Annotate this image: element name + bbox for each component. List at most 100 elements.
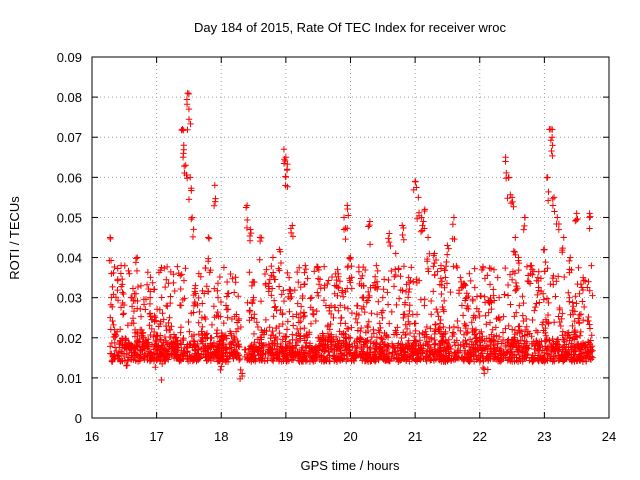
- data-point: [367, 284, 374, 291]
- data-point: [344, 264, 351, 271]
- data-point: [334, 266, 341, 273]
- data-point: [223, 293, 231, 300]
- data-point: [400, 224, 407, 232]
- data-point: [357, 335, 364, 342]
- data-point: [302, 265, 310, 273]
- data-point: [359, 294, 366, 301]
- data-point: [400, 236, 407, 243]
- data-point: [471, 284, 478, 291]
- data-point: [221, 333, 228, 341]
- data-point: [237, 366, 244, 374]
- data-point: [329, 352, 337, 359]
- data-point: [504, 281, 512, 289]
- data-point: [412, 338, 420, 345]
- data-point: [504, 194, 511, 202]
- data-point: [257, 298, 265, 305]
- data-point: [294, 352, 302, 359]
- data-point: [270, 297, 278, 304]
- data-point: [272, 303, 279, 310]
- data-point: [114, 265, 121, 272]
- data-point: [245, 345, 253, 353]
- data-point: [374, 285, 381, 293]
- data-point: [277, 248, 284, 255]
- data-point: [451, 235, 458, 243]
- data-point: [559, 310, 566, 317]
- data-point: [472, 335, 479, 342]
- data-point: [579, 339, 587, 347]
- data-point: [218, 363, 225, 370]
- data-point: [534, 346, 542, 354]
- data-point: [362, 337, 369, 345]
- data-point: [579, 350, 586, 357]
- data-point: [337, 320, 344, 327]
- data-point: [463, 294, 471, 301]
- data-point: [236, 355, 244, 363]
- data-point: [269, 327, 276, 335]
- data-point: [116, 341, 123, 348]
- data-point: [268, 262, 275, 270]
- data-point: [251, 358, 259, 365]
- data-point: [185, 116, 193, 123]
- data-point: [541, 267, 548, 275]
- data-point: [392, 250, 399, 257]
- data-point: [117, 270, 125, 277]
- data-point: [406, 301, 413, 309]
- data-point: [376, 320, 383, 327]
- data-point: [310, 358, 317, 365]
- data-point: [195, 270, 203, 277]
- data-point: [522, 345, 529, 352]
- data-point: [356, 280, 363, 288]
- data-point: [565, 329, 572, 336]
- data-point: [335, 270, 342, 278]
- data-point: [473, 305, 481, 312]
- data-point: [178, 126, 185, 134]
- data-point: [511, 248, 519, 256]
- data-point: [459, 354, 466, 361]
- data-point: [289, 233, 297, 240]
- data-point: [344, 305, 352, 312]
- data-point: [481, 293, 488, 301]
- data-point: [419, 350, 427, 357]
- y-tick-label: 0.07: [57, 130, 82, 145]
- data-point: [379, 294, 387, 301]
- data-point: [476, 312, 483, 320]
- data-point: [180, 150, 187, 157]
- data-point: [478, 350, 486, 357]
- data-point: [342, 331, 349, 338]
- data-point: [477, 292, 485, 300]
- data-point: [371, 354, 378, 362]
- data-point: [427, 297, 435, 305]
- data-point: [202, 264, 209, 272]
- data-point: [433, 350, 440, 357]
- data-point: [542, 332, 550, 339]
- data-point: [535, 277, 542, 285]
- data-point: [279, 311, 286, 318]
- data-point: [445, 245, 452, 252]
- data-point: [295, 329, 302, 337]
- data-point: [430, 252, 437, 259]
- data-point: [357, 353, 365, 360]
- x-tick-label: 23: [537, 429, 551, 444]
- data-point: [156, 336, 164, 343]
- data-point: [472, 326, 480, 333]
- data-point: [295, 264, 303, 271]
- data-point: [550, 194, 558, 201]
- data-point: [463, 329, 471, 337]
- data-point: [406, 307, 413, 315]
- data-point: [353, 302, 361, 309]
- data-point: [263, 327, 270, 335]
- data-point: [119, 299, 126, 307]
- data-point: [277, 306, 284, 314]
- data-point: [549, 152, 556, 160]
- data-point: [386, 230, 393, 237]
- data-point: [203, 283, 211, 290]
- data-point: [386, 320, 393, 327]
- data-point: [521, 332, 529, 339]
- data-point: [166, 333, 174, 341]
- data-point: [521, 214, 528, 221]
- data-point: [170, 279, 177, 287]
- data-point: [109, 283, 116, 291]
- data-point: [377, 344, 385, 351]
- data-point: [275, 283, 283, 290]
- data-point: [188, 214, 196, 221]
